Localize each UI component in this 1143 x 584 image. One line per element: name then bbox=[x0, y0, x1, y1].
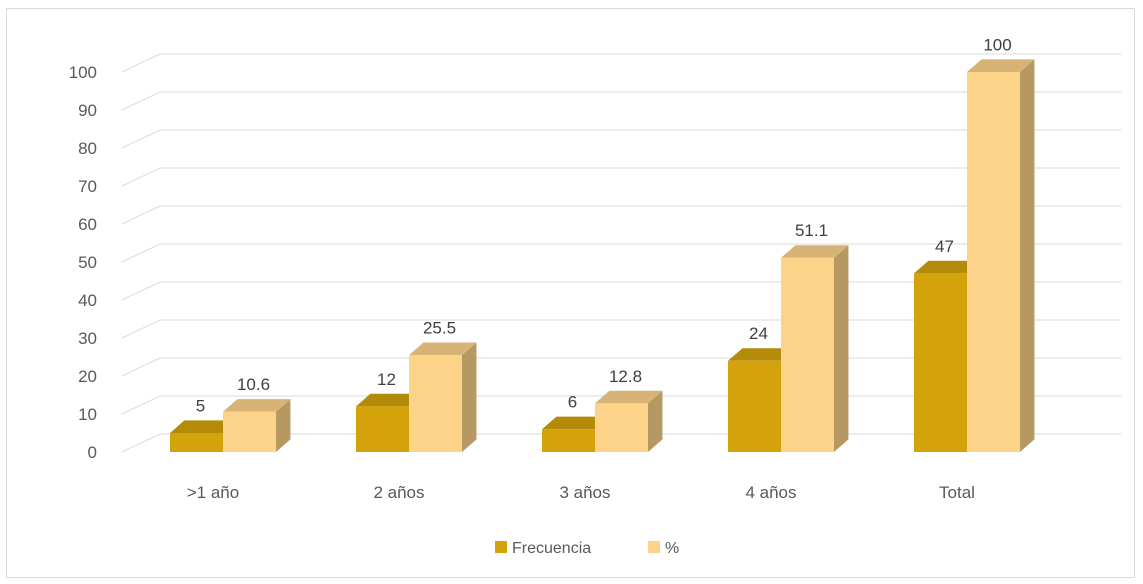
legend-item: % bbox=[648, 540, 679, 557]
bar-top bbox=[595, 390, 663, 404]
bar-front bbox=[356, 406, 409, 452]
gridline bbox=[121, 53, 1121, 73]
y-tick-label: 10 bbox=[78, 405, 97, 424]
gridline bbox=[121, 91, 1121, 111]
y-tick-label: 100 bbox=[69, 63, 97, 82]
legend-label: % bbox=[665, 540, 679, 557]
data-label: 10.6 bbox=[237, 375, 270, 394]
bar-front bbox=[728, 360, 781, 452]
bar-front bbox=[967, 72, 1020, 452]
bar-side bbox=[276, 399, 291, 452]
bar-side bbox=[1020, 59, 1035, 453]
bar-top bbox=[356, 393, 424, 407]
data-label: 12 bbox=[377, 370, 396, 389]
bar-top bbox=[170, 420, 238, 433]
data-label: 5 bbox=[196, 396, 205, 415]
bar-front bbox=[223, 411, 276, 452]
bar-top bbox=[781, 245, 849, 258]
data-label: 6 bbox=[568, 393, 577, 412]
gridline bbox=[121, 243, 1121, 263]
bar-front bbox=[914, 273, 967, 452]
x-tick-label: Total bbox=[939, 483, 975, 502]
legend-item: Frecuencia bbox=[495, 540, 591, 557]
x-tick-label: 2 años bbox=[373, 483, 424, 502]
x-tick-label: 4 años bbox=[745, 483, 796, 502]
y-tick-label: 60 bbox=[78, 215, 97, 234]
x-tick-label: >1 año bbox=[187, 483, 239, 502]
data-label: 24 bbox=[749, 324, 768, 343]
legend-swatch bbox=[495, 541, 507, 553]
gridline bbox=[121, 167, 1121, 187]
data-label: 51.1 bbox=[795, 221, 828, 240]
y-tick-label: 40 bbox=[78, 291, 97, 310]
legend-label: Frecuencia bbox=[512, 540, 591, 557]
bar-front bbox=[409, 355, 462, 452]
legend: Frecuencia% bbox=[495, 540, 679, 557]
bar-porcentaje bbox=[595, 390, 663, 452]
bar-porcentaje bbox=[409, 342, 477, 452]
bar-porcentaje bbox=[967, 59, 1035, 453]
y-tick-label: 80 bbox=[78, 139, 97, 158]
bar-porcentaje bbox=[781, 245, 849, 452]
y-tick-label: 30 bbox=[78, 329, 97, 348]
bar-front bbox=[781, 257, 834, 452]
data-label: 12.8 bbox=[609, 367, 642, 386]
data-label: 47 bbox=[935, 237, 954, 256]
data-label: 100 bbox=[983, 35, 1011, 54]
bar-front bbox=[542, 429, 595, 452]
bar-top bbox=[728, 348, 796, 361]
bar-front bbox=[595, 403, 648, 452]
gridline bbox=[121, 129, 1121, 149]
bar-side bbox=[462, 342, 477, 452]
y-tick-label: 90 bbox=[78, 101, 97, 120]
y-tick-label: 20 bbox=[78, 367, 97, 386]
y-axis-ticks: 0 10 20 30 40 50 60 70 80 90 100 bbox=[69, 63, 97, 462]
gridline bbox=[121, 205, 1121, 225]
bar-top bbox=[542, 416, 610, 430]
x-axis-ticks: >1 año 2 años 3 años 4 años Total bbox=[187, 483, 975, 502]
bar-top bbox=[967, 59, 1035, 72]
bars: 5 10.6 12 25.5 6 12.8 24 51.1 47 100 bbox=[170, 35, 1035, 453]
bar-top bbox=[409, 342, 477, 356]
y-tick-label: 0 bbox=[88, 443, 97, 462]
bar-top bbox=[914, 260, 982, 274]
bar-porcentaje bbox=[223, 399, 291, 452]
legend-swatch bbox=[648, 541, 660, 553]
bar-front bbox=[170, 433, 223, 452]
y-tick-label: 50 bbox=[78, 253, 97, 272]
bar-top bbox=[223, 399, 291, 412]
x-tick-label: 3 años bbox=[559, 483, 610, 502]
bar-side bbox=[834, 245, 849, 452]
data-label: 25.5 bbox=[423, 319, 456, 338]
bar-side bbox=[648, 390, 663, 452]
y-tick-label: 70 bbox=[78, 177, 97, 196]
